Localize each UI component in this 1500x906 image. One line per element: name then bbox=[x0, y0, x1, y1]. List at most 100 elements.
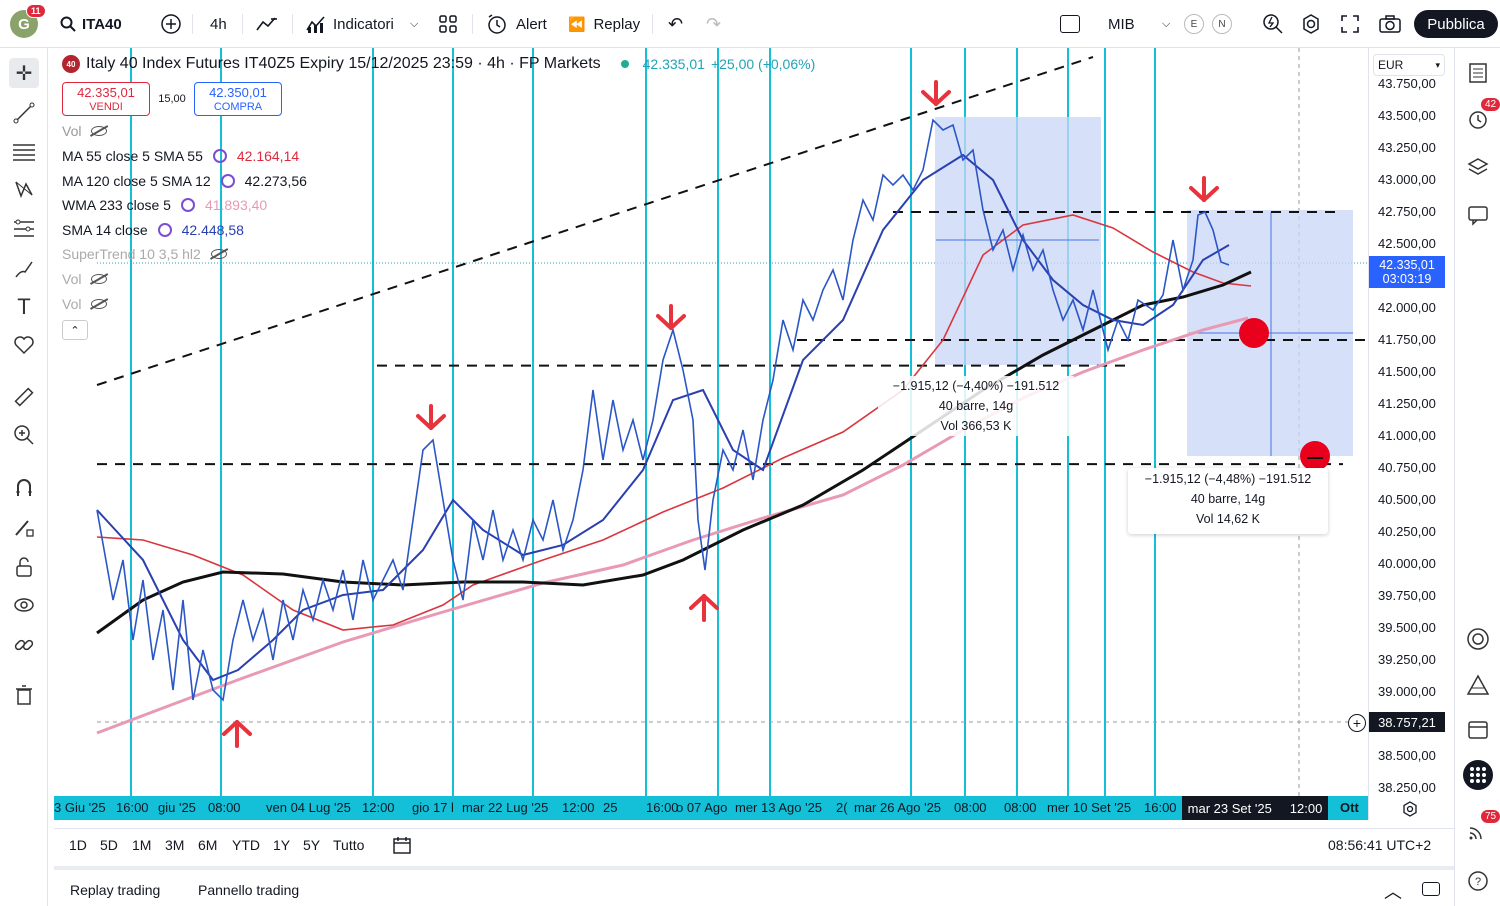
tab-trading-panel[interactable]: Pannello trading bbox=[198, 882, 300, 898]
replay-button[interactable]: ⏪ Replay bbox=[568, 0, 640, 48]
time-axis[interactable]: 3 Giu '25 16:00 giu '25 08:00 ven 04 Lug '25… bbox=[54, 796, 1368, 820]
ideas-button[interactable] bbox=[1463, 670, 1493, 700]
range-all[interactable]: Tutto bbox=[333, 837, 365, 853]
compare-dropdown[interactable]: ⌵ bbox=[1162, 0, 1170, 48]
settings-button[interactable] bbox=[1300, 0, 1322, 48]
compare-symbol-button[interactable] bbox=[160, 0, 182, 48]
screener-button[interactable] bbox=[1463, 624, 1493, 654]
indicators-dropdown[interactable]: ⌵ bbox=[410, 0, 418, 48]
range-1y[interactable]: 1Y bbox=[273, 837, 291, 853]
add-alert-plus-button[interactable]: + bbox=[1348, 714, 1366, 732]
down-arrow-marker bbox=[416, 404, 446, 430]
pattern-tool[interactable] bbox=[9, 174, 39, 204]
publish-button[interactable]: Pubblica bbox=[1414, 10, 1498, 38]
snapshot-button[interactable] bbox=[1378, 0, 1402, 48]
drawing-mode-tool[interactable] bbox=[9, 512, 39, 542]
indicators-button[interactable]: Indicatori bbox=[305, 0, 394, 48]
alerts-button[interactable]: 42 bbox=[1463, 98, 1500, 134]
price-line bbox=[96, 118, 1230, 702]
range-measure-label-2: −1.915,12 (−4,48%) −191.512 40 barre, 14… bbox=[1128, 468, 1328, 534]
range-6m[interactable]: 6M bbox=[198, 837, 218, 853]
chats-button[interactable] bbox=[1463, 200, 1493, 230]
chevron-up-icon[interactable]: ︿ bbox=[1384, 882, 1402, 902]
symbol-title[interactable]: Italy 40 Index Futures IT40Z5 Expiry 15/… bbox=[86, 55, 601, 72]
indicator-ma55[interactable]: MA 55 close 5 SMA 55 42.164,14 bbox=[62, 146, 299, 166]
currency-select[interactable]: EUR ▾ bbox=[1373, 54, 1445, 76]
range-5y[interactable]: 5Y bbox=[303, 837, 321, 853]
price-axis[interactable]: 43.750,00 43.500,00 43.250,00 43.000,00 42.7… bbox=[1368, 48, 1454, 820]
price-tick-label: 41.250,00 bbox=[1378, 396, 1436, 411]
currency-label: EUR bbox=[1378, 58, 1404, 72]
quick-search-button[interactable] bbox=[1262, 0, 1284, 48]
measure-tool[interactable] bbox=[9, 382, 39, 412]
volume-row-2[interactable]: Vol bbox=[62, 269, 108, 289]
range-3m[interactable]: 3M bbox=[165, 837, 185, 853]
axis-settings-button[interactable] bbox=[1402, 801, 1418, 822]
crosshair-tool[interactable]: ✛ bbox=[9, 58, 39, 88]
volume-row-1[interactable]: Vol bbox=[62, 121, 108, 141]
volume-row-3[interactable]: Vol bbox=[62, 294, 108, 314]
symbol-label: ITA40 bbox=[82, 15, 122, 33]
tab-replay-trading[interactable]: Replay trading bbox=[70, 882, 161, 898]
object-tree-button[interactable] bbox=[1463, 152, 1493, 182]
range-change: −1.915,12 (−4,48%) −191.512 bbox=[1144, 472, 1312, 486]
forecast-tool[interactable] bbox=[9, 214, 39, 244]
indicator-supertrend[interactable]: SuperTrend 10 3,5 hl2 bbox=[62, 244, 227, 264]
indicator-sma14[interactable]: SMA 14 close 42.448,58 bbox=[62, 220, 244, 240]
range-ytd[interactable]: YTD bbox=[232, 837, 260, 853]
chart-style-button[interactable] bbox=[255, 0, 279, 48]
favorites-tool[interactable] bbox=[9, 330, 39, 360]
zoom-tool[interactable] bbox=[9, 420, 39, 450]
badge-n-button[interactable]: N bbox=[1212, 0, 1232, 48]
time-tick-label: o 07 Ago bbox=[676, 800, 728, 815]
interval-button[interactable]: 4h bbox=[210, 0, 227, 48]
delete-tool[interactable] bbox=[9, 680, 39, 710]
clock-timezone[interactable]: 08:56:41 UTC+2 bbox=[1328, 837, 1432, 853]
select-checkbox[interactable] bbox=[1060, 0, 1080, 48]
alert-button[interactable]: Alert bbox=[486, 0, 547, 48]
apps-button[interactable] bbox=[1463, 760, 1493, 790]
visibility-tool[interactable] bbox=[9, 590, 39, 620]
text-tool[interactable]: T bbox=[9, 292, 39, 322]
volume-label: Vol bbox=[62, 296, 82, 312]
compare-symbol[interactable]: MIB bbox=[1108, 0, 1135, 48]
range-volume: Vol 14,62 K bbox=[1196, 512, 1260, 526]
symbol-search[interactable]: ITA40 bbox=[60, 0, 122, 48]
range-5d[interactable]: 5D bbox=[100, 837, 118, 853]
hidden-eye-icon[interactable] bbox=[91, 299, 108, 309]
magnet-tool[interactable] bbox=[9, 472, 39, 502]
hidden-eye-icon[interactable] bbox=[91, 274, 108, 284]
link-tool[interactable] bbox=[9, 630, 39, 660]
brush-tool[interactable] bbox=[9, 254, 39, 284]
badge-e-button[interactable]: E bbox=[1184, 0, 1204, 48]
fullscreen-button[interactable] bbox=[1340, 0, 1360, 48]
indicator-wma233[interactable]: WMA 233 close 5 41.893,40 bbox=[62, 195, 267, 215]
watchlist-button[interactable] bbox=[1463, 58, 1493, 88]
news-button[interactable]: 75 bbox=[1463, 810, 1500, 846]
goto-date-button[interactable] bbox=[392, 835, 412, 860]
fib-tool[interactable] bbox=[9, 137, 39, 167]
alarm-clock-icon bbox=[488, 14, 506, 34]
range-1d[interactable]: 1D bbox=[69, 837, 87, 853]
interval-label: 4h bbox=[210, 15, 227, 33]
camera-icon bbox=[1379, 15, 1401, 33]
top-toolbar: G 11 ITA40 4h Indicatori ⌵ Alert ⏪ Repla… bbox=[0, 0, 1500, 48]
calendar-button[interactable] bbox=[1463, 714, 1493, 744]
range-1m[interactable]: 1M bbox=[132, 837, 152, 853]
user-avatar[interactable]: G 11 bbox=[10, 4, 46, 38]
collapse-legend-button[interactable]: ⌃ bbox=[62, 320, 88, 340]
lock-tool[interactable] bbox=[9, 552, 39, 582]
maximize-panel-icon[interactable] bbox=[1422, 882, 1440, 896]
undo-button[interactable]: ↶ bbox=[668, 0, 683, 48]
layout-button[interactable] bbox=[438, 0, 458, 48]
help-button[interactable]: ? bbox=[1463, 866, 1493, 896]
hidden-eye-icon[interactable] bbox=[91, 126, 108, 136]
redo-button[interactable]: ↷ bbox=[706, 0, 721, 48]
indicator-ma120[interactable]: MA 120 close 5 SMA 12 42.273,56 bbox=[62, 171, 307, 191]
trendline-tool[interactable] bbox=[9, 98, 39, 128]
sell-button[interactable]: 42.335,01 VENDI bbox=[62, 82, 150, 116]
indicators-icon bbox=[306, 16, 325, 33]
hidden-eye-icon[interactable] bbox=[210, 249, 227, 259]
calendar-icon bbox=[1468, 721, 1488, 739]
buy-button[interactable]: 42.350,01 COMPRA bbox=[194, 82, 282, 116]
